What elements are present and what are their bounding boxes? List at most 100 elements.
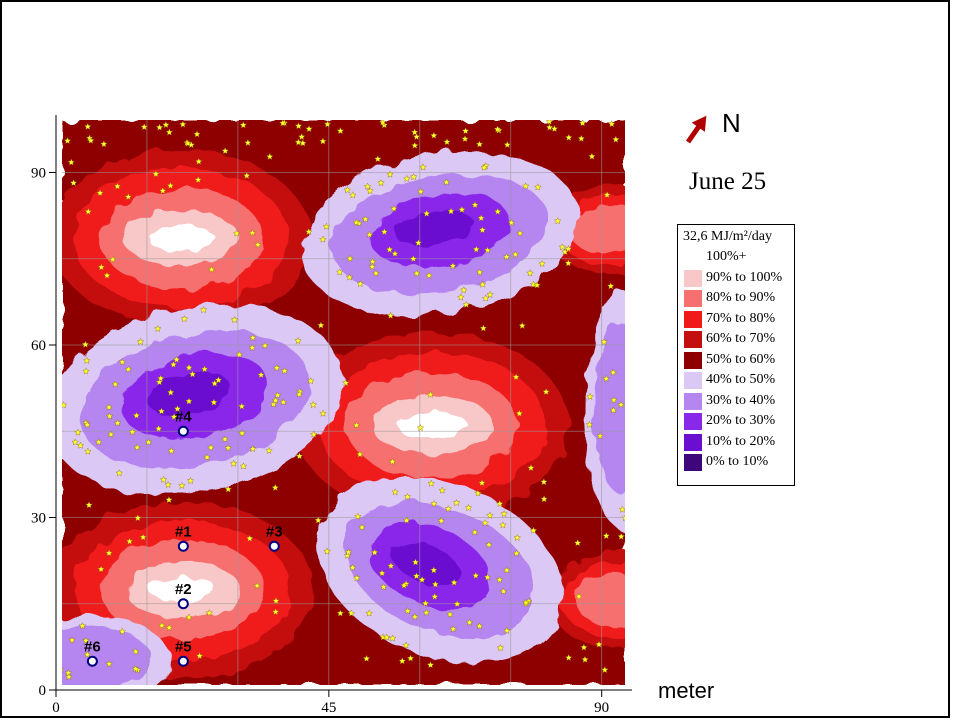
tree-star-icon [472, 245, 481, 253]
tree-star-icon [431, 580, 440, 588]
tree-star-icon [618, 505, 625, 513]
tree-star-icon [179, 120, 187, 128]
tree-star-icon [585, 420, 594, 428]
y-tick-label: 60 [31, 338, 46, 354]
tree-star-icon [305, 125, 313, 133]
tree-star-icon [336, 126, 345, 135]
tree-star-icon [493, 207, 502, 215]
tree-star-icon [475, 268, 484, 276]
tree-star-icon [85, 501, 93, 509]
tree-star-icon [271, 607, 280, 616]
tree-star-icon [447, 207, 455, 215]
tree-star-icon [372, 269, 380, 277]
tree-star-icon [450, 578, 458, 586]
tree-star-icon [527, 463, 535, 472]
tree-star-icon [390, 204, 398, 212]
tree-star-icon [578, 120, 587, 127]
tree-star-icon [294, 138, 303, 146]
tree-star-icon [419, 163, 427, 171]
tree-star-icon [362, 654, 371, 662]
tree-star-icon [479, 324, 488, 332]
site-marker [268, 540, 280, 552]
tree-star-icon [438, 486, 447, 494]
tree-star-icon [461, 135, 469, 143]
tree-star-icon [602, 374, 610, 382]
tree-star-icon [323, 120, 332, 128]
legend-entry: 40% to 50% [684, 370, 794, 390]
tree-star-icon [131, 664, 140, 673]
tree-star-icon [493, 125, 502, 133]
legend-swatch [684, 392, 702, 410]
tree-star-icon [297, 132, 306, 141]
tree-star-icon [565, 653, 573, 661]
legend-title: 32,6 MJ/m²/day [683, 229, 772, 244]
tree-star-icon [507, 218, 516, 226]
red-band-100 [149, 578, 217, 602]
red-band-100 [396, 412, 468, 438]
tree-star-icon [156, 374, 165, 382]
tree-star-icon [421, 599, 430, 607]
tree-star-icon [388, 457, 397, 465]
tree-star-icon [545, 123, 554, 131]
tree-star-icon [526, 269, 534, 277]
tree-star-icon [349, 191, 357, 199]
legend-label: 70% to 80% [706, 310, 776, 326]
purple-band-30 [593, 323, 625, 497]
tree-star-icon [348, 563, 357, 571]
tree-star-icon [412, 572, 421, 580]
tree-star-icon [155, 378, 164, 386]
tree-star-icon [643, 429, 650, 435]
tree-star-icon [185, 363, 193, 371]
tree-star-icon [76, 441, 85, 449]
red-band-80 [574, 572, 625, 628]
tree-star-icon [165, 128, 174, 136]
tree-star-icon [230, 315, 239, 324]
tree-star-icon [343, 186, 352, 194]
tree-star-icon [411, 612, 419, 621]
tree-star-icon [564, 259, 573, 267]
tree-star-icon [346, 254, 354, 262]
tree-star-icon [172, 355, 181, 363]
tree-star-icon [486, 511, 494, 519]
tree-star-icon [515, 409, 524, 417]
tree-star-icon [641, 395, 647, 401]
tree-star-icon [502, 252, 511, 261]
y-tick-label: 90 [31, 166, 46, 182]
tree-star-icon [152, 170, 160, 178]
tree-star-icon [366, 187, 374, 195]
tree-star-icon [496, 644, 505, 652]
tree-star-icon [243, 171, 251, 179]
tree-star-icon [353, 574, 361, 582]
tree-star-icon [430, 566, 438, 574]
site-marker [177, 655, 189, 667]
tree-star-icon [385, 245, 394, 253]
tree-star-icon [596, 432, 604, 440]
tree-star-icon [425, 271, 433, 279]
tree-star-icon [358, 523, 366, 531]
legend-label: 90% to 100% [706, 269, 783, 285]
legend-swatch [684, 310, 702, 328]
tree-star-icon [133, 443, 141, 451]
tree-star-icon [235, 350, 243, 358]
legend-swatch [684, 269, 702, 287]
north-label: N [722, 108, 741, 138]
tree-star-icon [132, 411, 141, 419]
tree-star-icon [54, 399, 60, 405]
tree-star-icon [169, 360, 178, 368]
tree-star-icon [233, 229, 241, 237]
tree-star-icon [279, 398, 288, 406]
tree-star-icon [336, 609, 345, 617]
tree-star-icon [553, 217, 562, 225]
tree-star-icon [221, 146, 230, 155]
tree-star-icon [214, 376, 223, 384]
tree-star-icon [512, 549, 521, 557]
site-marker-label: #4 [175, 408, 192, 425]
tree-star-icon [361, 215, 370, 223]
tree-star-icon [83, 650, 92, 658]
tree-star-icon [522, 598, 530, 606]
tree-star-icon [621, 514, 625, 522]
tree-star-icon [180, 315, 189, 323]
tree-star-icon [186, 476, 195, 485]
legend-label: 10% to 20% [706, 433, 776, 449]
tree-star-icon [269, 400, 278, 408]
